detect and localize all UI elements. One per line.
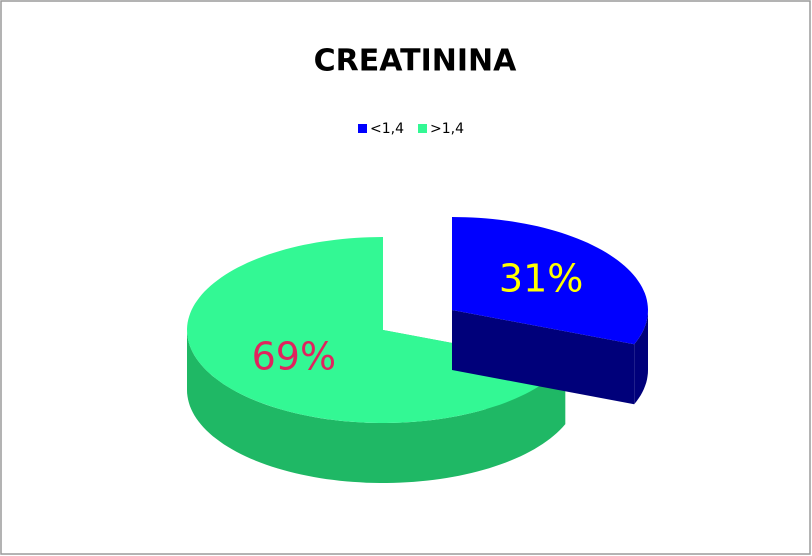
slice-side: [634, 310, 648, 405]
chart-title: CREATININA: [314, 44, 518, 79]
slice-wall: [452, 310, 635, 405]
legend-swatch: [358, 124, 367, 133]
slice-top: [187, 237, 566, 423]
slice-side: [187, 330, 566, 483]
legend-label: >1,4: [430, 121, 464, 137]
slice-top: [452, 217, 648, 345]
data-label: 31%: [499, 257, 583, 301]
data-label: 69%: [252, 334, 336, 378]
legend-label: <1,4: [370, 121, 404, 137]
legend-swatch: [418, 124, 427, 133]
